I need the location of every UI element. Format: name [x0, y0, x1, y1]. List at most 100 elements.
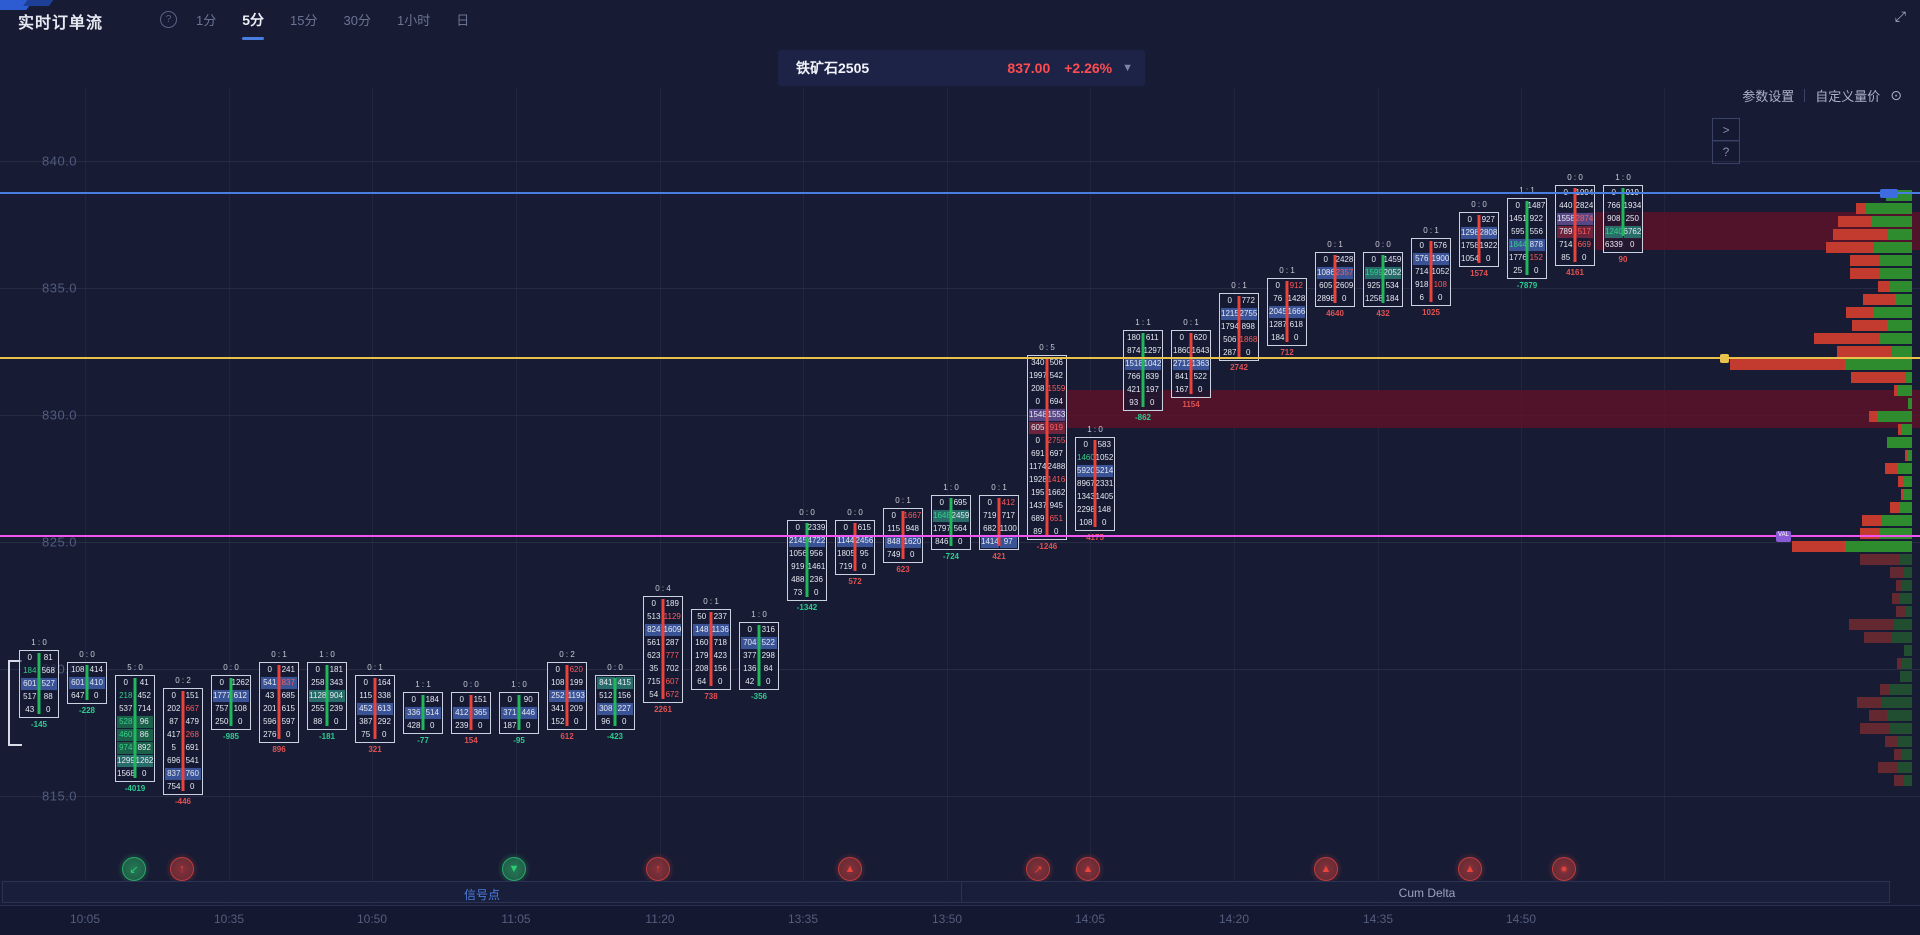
volume-profile-row — [1869, 710, 1912, 721]
signal-icon[interactable]: ▲ — [1453, 852, 1487, 886]
volume-cell: 0 — [1575, 252, 1593, 264]
footprint-row: 0 620 — [548, 663, 586, 676]
volume-cell: 611 — [1143, 332, 1161, 344]
buy-volume-bar — [1871, 216, 1912, 227]
volume-cell: 298 — [759, 650, 777, 662]
volume-cell: 620 — [1191, 332, 1209, 344]
sell-volume-bar — [1894, 775, 1904, 786]
sell-volume-bar — [1885, 736, 1897, 747]
tab-日[interactable]: 日 — [456, 13, 470, 28]
volume-cell: 0 — [165, 690, 183, 702]
footprint-row: 0 151 — [452, 693, 490, 706]
footprint-row: 184 0 — [1268, 331, 1306, 344]
price-gridline — [0, 415, 1920, 416]
volume-cell: 180 — [1125, 332, 1143, 344]
buy-volume-bar — [1894, 619, 1912, 630]
volume-cell: 878 — [1527, 239, 1545, 251]
tab-30分[interactable]: 30分 — [343, 13, 371, 28]
volume-cell: 136 — [741, 663, 759, 675]
time-gridline — [372, 88, 373, 905]
volume-cell: 1193 — [567, 690, 585, 702]
tab-15分[interactable]: 15分 — [290, 13, 318, 28]
footprint-row: 696 541 — [164, 754, 202, 767]
volume-cell: 2755 — [1047, 435, 1065, 447]
buy-volume-bar — [1866, 203, 1912, 214]
footprint-row: 1215 2755 — [1220, 307, 1258, 320]
signal-icon[interactable]: ↑ — [641, 852, 675, 886]
footprint-candle: 0 189 513 1129 824 1609 561 287 623 777 35 702 715 60… — [643, 596, 683, 703]
volume-cell: 1086 — [1317, 267, 1335, 279]
volume-cell: 187 — [501, 720, 519, 732]
footprint-row: 704 522 — [740, 636, 778, 649]
sell-volume-bar — [1898, 424, 1902, 435]
footprint-candle: 091976619349082501240676263390 — [1603, 185, 1643, 253]
imbalance-count-label: 0 : 1 — [1423, 226, 1439, 235]
volume-cell: 1662 — [1047, 487, 1065, 499]
volume-cell: 2145 — [789, 535, 807, 547]
signal-icon[interactable]: ▲ — [1071, 852, 1105, 886]
custom-volume-price-button[interactable]: 自定义量价 — [1815, 89, 1881, 104]
bar-delta-label: 572 — [848, 577, 862, 586]
tab-5分[interactable]: 5分 — [242, 10, 264, 40]
signal-icon[interactable]: ↗ — [1021, 852, 1055, 886]
volume-cell: 0 — [1317, 254, 1335, 266]
expand-icon[interactable]: ⤢ — [1894, 8, 1906, 24]
buy-volume-bar — [1882, 697, 1912, 708]
sell-volume-bar — [1837, 346, 1892, 357]
volume-cell: 702 — [663, 663, 681, 675]
signal-icon[interactable]: ▲ — [1309, 852, 1343, 886]
delta-direction-line — [517, 695, 521, 730]
footprint-candle: 0 772 1215 2755 1794 898 506 1868 287 0 — [1219, 293, 1259, 361]
buy-volume-bar — [1898, 762, 1912, 773]
signal-icon[interactable]: ↙ — [117, 852, 151, 886]
imbalance-count-label: 1 : 1 — [415, 680, 431, 689]
tab-1小时[interactable]: 1小时 — [396, 13, 431, 28]
footprint-row: 848 1620 — [884, 535, 922, 548]
volume-cell: 0 — [615, 716, 633, 728]
volume-cell: 85 — [1557, 252, 1575, 264]
volume-cell: 2456 — [855, 535, 873, 547]
volume-cell: 696 — [165, 755, 183, 767]
footprint-row: 691 697 — [1028, 447, 1066, 460]
signal-icon[interactable]: ▲ — [833, 852, 867, 886]
delta-direction-line — [229, 678, 233, 726]
sell-volume-bar — [1898, 476, 1904, 487]
buy-volume-bar — [1890, 684, 1912, 695]
high-line-tag — [1880, 188, 1898, 198]
volume-cell: 0 — [423, 720, 441, 732]
volume-cell: 156 — [711, 663, 729, 675]
panel-help-button[interactable]: ? — [1712, 140, 1740, 164]
tab-1分[interactable]: 1分 — [196, 13, 217, 28]
footprint-row: 1460 1052 — [1076, 451, 1114, 464]
footprint-row: 1054 0 — [1460, 252, 1498, 265]
volume-profile-row — [1892, 593, 1912, 604]
signal-icon[interactable]: ▼ — [497, 852, 531, 886]
footprint-candle: 0 81 184 568 601 527 517 88 43 0 — [19, 650, 59, 718]
sell-volume-bar — [1864, 632, 1892, 643]
signal-icon[interactable]: ↑ — [165, 852, 199, 886]
chevron-down-icon[interactable]: ▼ — [1122, 62, 1133, 74]
volume-cell: 1922 — [1479, 240, 1497, 252]
instrument-selector[interactable]: 铁矿石2505 837.00 +2.26% ▼ — [778, 50, 1145, 86]
volume-cell: 613 — [375, 703, 393, 715]
signal-points-label[interactable]: 信号点 — [463, 888, 500, 902]
volume-cell: 0 — [135, 768, 153, 780]
buy-volume-bar — [1887, 320, 1912, 331]
footprint-row: 596 597 — [260, 715, 298, 728]
volume-cell: 1928 — [1029, 474, 1047, 486]
cum-delta-label[interactable]: Cum Delta — [1398, 886, 1456, 900]
volume-cell: 766 — [1605, 200, 1623, 212]
footprint-candle: 180 611 874 1297 1518 1042 766 839 421 197 93 0 — [1123, 330, 1163, 411]
footprint-row: 0 1262 — [212, 676, 250, 689]
help-icon[interactable]: ? — [160, 11, 177, 28]
volume-cell: 2052 — [1383, 267, 1401, 279]
volume-cell: 576 — [1413, 253, 1431, 265]
signal-icon[interactable]: ✷ — [1547, 852, 1581, 886]
volume-cell: 167 — [1173, 384, 1191, 396]
volume-cell: 620 — [567, 664, 585, 676]
gear-icon[interactable]: ⊙ — [1890, 87, 1902, 103]
volume-profile-row — [1862, 515, 1912, 526]
footprint-row: 0 90 — [500, 693, 538, 706]
params-settings-button[interactable]: 参数设置 — [1742, 89, 1795, 104]
delta-direction-line — [1477, 215, 1481, 263]
